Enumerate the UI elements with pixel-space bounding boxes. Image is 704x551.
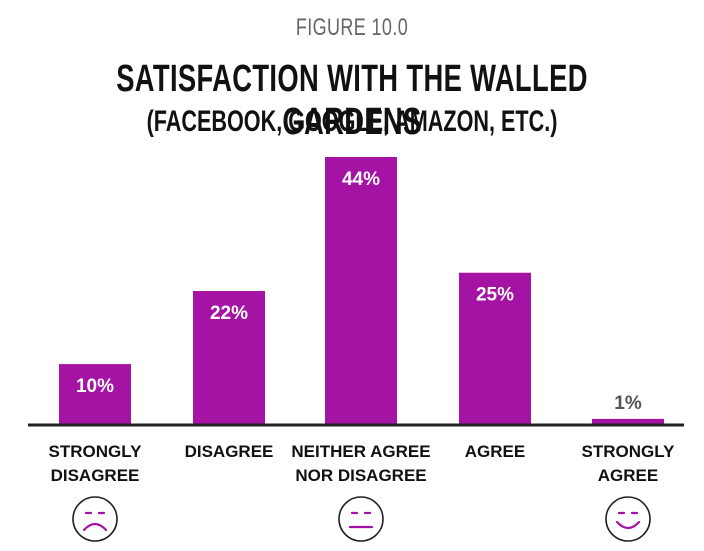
value-label-1: 22% (210, 303, 248, 324)
neutral-face-icon (338, 496, 384, 542)
category-label-4-1: AGREE (598, 466, 658, 485)
category-label-3-0: AGREE (465, 442, 525, 461)
category-label-0-0: STRONGLY (49, 442, 143, 461)
figure-label: FIGURE 10.0 (295, 14, 409, 41)
frown-face-icon (72, 496, 118, 542)
chart-title: SATISFACTION WITH THE WALLED GARDENS (116, 58, 588, 143)
smile-face-icon (605, 496, 651, 542)
category-label-2-0: NEITHER AGREE (291, 442, 430, 461)
bar-1 (193, 291, 265, 425)
bar-3 (459, 272, 531, 425)
category-label-0-1: DISAGREE (51, 466, 140, 485)
category-label-4-0: STRONGLY (582, 442, 676, 461)
bar-2 (325, 157, 397, 425)
value-label-3: 25% (476, 285, 514, 306)
value-label-4: 1% (614, 393, 642, 414)
value-label-2: 44% (342, 169, 380, 190)
bars-group (59, 157, 664, 425)
bar-4 (592, 418, 664, 425)
value-label-0: 10% (76, 376, 114, 397)
category-label-2-1: NOR DISAGREE (295, 466, 426, 485)
category-label-1-0: DISAGREE (185, 442, 274, 461)
bar-0 (59, 364, 131, 425)
category-labels-group: STRONGLY DISAGREE DISAGREE NEITHER AGREE NOR… (49, 442, 676, 485)
chart-subtitle: (FACEBOOK, GOOGLE, AMAZON, ETC.) (146, 105, 558, 138)
face-icons-group (72, 496, 651, 542)
value-labels-group: 10% 22% 44% 25% 1% (76, 169, 642, 414)
